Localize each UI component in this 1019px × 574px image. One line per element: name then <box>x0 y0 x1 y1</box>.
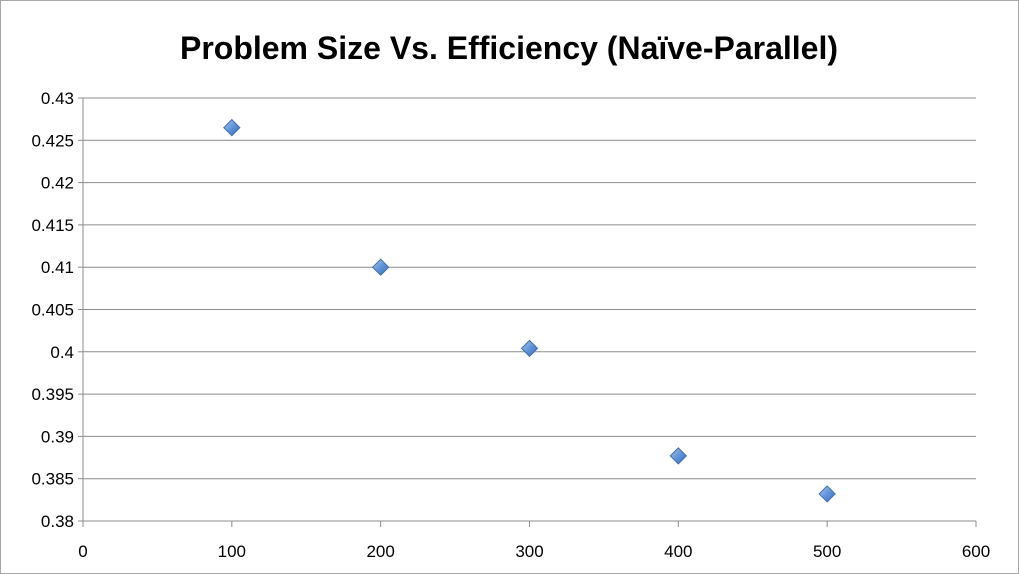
y-tick-label: 0.385 <box>31 470 74 489</box>
y-tick-label: 0.405 <box>31 301 74 320</box>
y-tick-label: 0.395 <box>31 385 74 404</box>
y-tick-label: 0.38 <box>41 512 74 531</box>
x-tick-label: 600 <box>962 542 990 561</box>
gridlines <box>83 97 976 480</box>
x-tick-label: 100 <box>218 542 246 561</box>
data-point <box>371 258 390 276</box>
x-tick-label: 0 <box>78 542 87 561</box>
y-tick-label: 0.41 <box>41 258 74 277</box>
y-tick-label: 0.4 <box>50 343 74 362</box>
x-axis-tick-labels: 0 100 200 300 400 500 600 <box>78 542 990 561</box>
axes <box>78 97 977 527</box>
y-tick-label: 0.415 <box>31 216 74 235</box>
data-points <box>223 118 836 503</box>
data-point <box>818 485 836 503</box>
y-tick-label: 0.39 <box>41 427 74 446</box>
data-point <box>223 118 241 137</box>
y-axis-tick-labels: 0.38 0.385 0.39 0.395 0.4 0.405 0.41 0.415 0.42 0… <box>31 89 74 531</box>
y-tick-label: 0.42 <box>41 174 74 193</box>
data-point <box>520 339 539 358</box>
x-tick-label: 500 <box>813 542 841 561</box>
chart-title: Problem Size Vs. Efficiency (Naïve-Paral… <box>180 30 838 66</box>
x-tick-label: 200 <box>366 542 394 561</box>
x-tick-label: 400 <box>664 542 692 561</box>
y-tick-label: 0.425 <box>31 131 74 150</box>
y-tick-label: 0.43 <box>41 89 74 108</box>
x-tick-label: 300 <box>515 542 543 561</box>
data-point <box>669 447 688 465</box>
